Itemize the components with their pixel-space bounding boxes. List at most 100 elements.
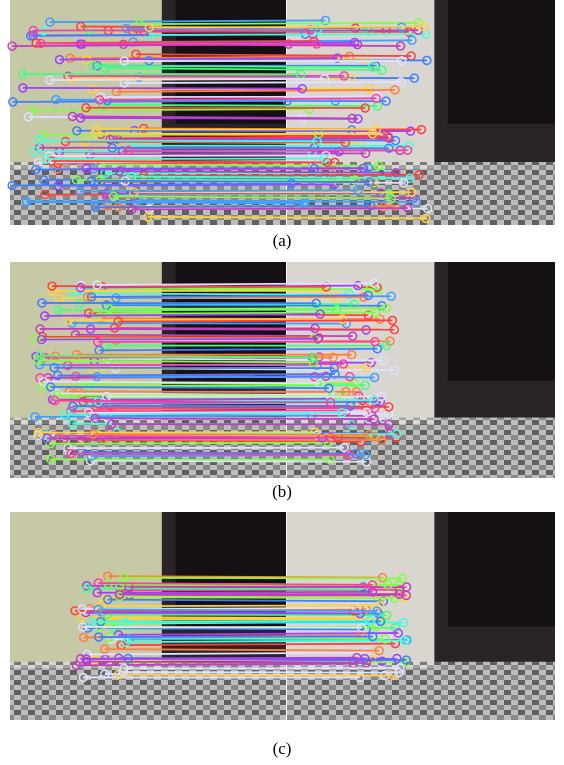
keypoint xyxy=(47,281,57,291)
keypoint xyxy=(94,95,105,105)
match-line xyxy=(98,608,377,613)
keypoint xyxy=(72,126,82,136)
keypoint xyxy=(53,305,63,316)
keypoint xyxy=(383,402,394,412)
match-line xyxy=(149,33,426,36)
keypoint xyxy=(395,41,406,51)
keypoint xyxy=(45,17,55,27)
keypoint xyxy=(367,580,378,590)
match-line xyxy=(43,380,320,385)
keypoint xyxy=(77,604,88,614)
match-line xyxy=(93,433,370,436)
keypoint xyxy=(326,432,336,443)
keypoint xyxy=(46,156,57,166)
keypoint xyxy=(390,638,401,649)
keypoint xyxy=(65,53,75,63)
keypoint xyxy=(103,594,113,605)
keypoint xyxy=(422,55,432,66)
match-line xyxy=(69,396,344,399)
keypoint xyxy=(93,578,104,588)
match-line xyxy=(22,86,303,90)
keypoint xyxy=(31,164,41,175)
keypoint xyxy=(81,654,92,664)
keypoint xyxy=(339,71,349,81)
keypoint xyxy=(331,304,342,315)
match-line xyxy=(50,19,326,23)
match-line xyxy=(110,137,390,141)
keypoint xyxy=(113,316,124,327)
keypoint xyxy=(21,197,32,207)
match-line xyxy=(97,590,373,594)
match-line xyxy=(71,292,350,296)
keypoint xyxy=(99,644,110,654)
match-line xyxy=(143,173,420,177)
match-line xyxy=(39,139,318,143)
match-line xyxy=(50,385,329,390)
keypoint xyxy=(352,39,363,50)
keypoint xyxy=(309,352,319,363)
keypoint xyxy=(106,634,117,644)
keypoint xyxy=(108,191,119,202)
keypoint xyxy=(88,61,99,71)
match-line xyxy=(90,459,367,463)
keypoint xyxy=(394,589,405,600)
keypoint xyxy=(305,25,315,35)
keypoint xyxy=(107,143,118,153)
match-line xyxy=(124,81,402,84)
match-line xyxy=(82,626,362,629)
keypoint xyxy=(68,401,78,412)
panel xyxy=(10,262,555,478)
keypoint xyxy=(70,371,81,382)
match-line xyxy=(101,604,380,608)
keypoint xyxy=(143,212,153,222)
keypoint xyxy=(92,371,102,382)
match-line xyxy=(91,179,370,184)
keypoint xyxy=(86,617,97,627)
match-line xyxy=(113,195,392,200)
match-line xyxy=(107,357,384,362)
match-line xyxy=(87,651,367,656)
keypoint xyxy=(411,197,422,207)
match-line xyxy=(95,204,371,209)
keypoint xyxy=(144,22,155,33)
match-line xyxy=(50,441,329,445)
keypoint xyxy=(51,94,61,105)
match-line xyxy=(87,587,364,591)
keypoint xyxy=(357,623,367,633)
keypoint xyxy=(386,193,396,204)
match-line xyxy=(38,431,316,434)
keypoint xyxy=(400,635,410,646)
keypoint xyxy=(361,647,371,658)
window xyxy=(447,262,555,381)
keypoint xyxy=(91,309,102,319)
keypoint xyxy=(392,653,402,664)
keypoint xyxy=(286,178,297,189)
keypoint xyxy=(75,186,85,197)
keypoint xyxy=(315,309,325,319)
match-line xyxy=(67,446,345,450)
keypoint xyxy=(369,414,379,424)
match-line xyxy=(118,673,394,677)
keypoint xyxy=(365,201,376,211)
keypoint xyxy=(30,333,41,344)
caption: (b) xyxy=(272,482,292,501)
tablecloth xyxy=(287,661,555,720)
match-line xyxy=(58,308,337,312)
keypoint xyxy=(30,412,40,422)
keypoint xyxy=(402,203,413,213)
keypoint xyxy=(26,31,36,41)
match-line xyxy=(135,53,412,57)
wall xyxy=(10,0,162,169)
keypoint xyxy=(394,667,404,678)
keypoint xyxy=(39,175,49,185)
keypoint xyxy=(404,27,414,37)
keypoint xyxy=(380,634,390,644)
keypoint xyxy=(363,290,373,301)
keypoint xyxy=(329,363,339,373)
keypoint xyxy=(349,378,360,389)
keypoint xyxy=(360,103,370,113)
match-line xyxy=(91,294,369,298)
keypoint xyxy=(121,23,132,34)
match-line xyxy=(118,319,393,323)
keypoint xyxy=(310,427,320,437)
